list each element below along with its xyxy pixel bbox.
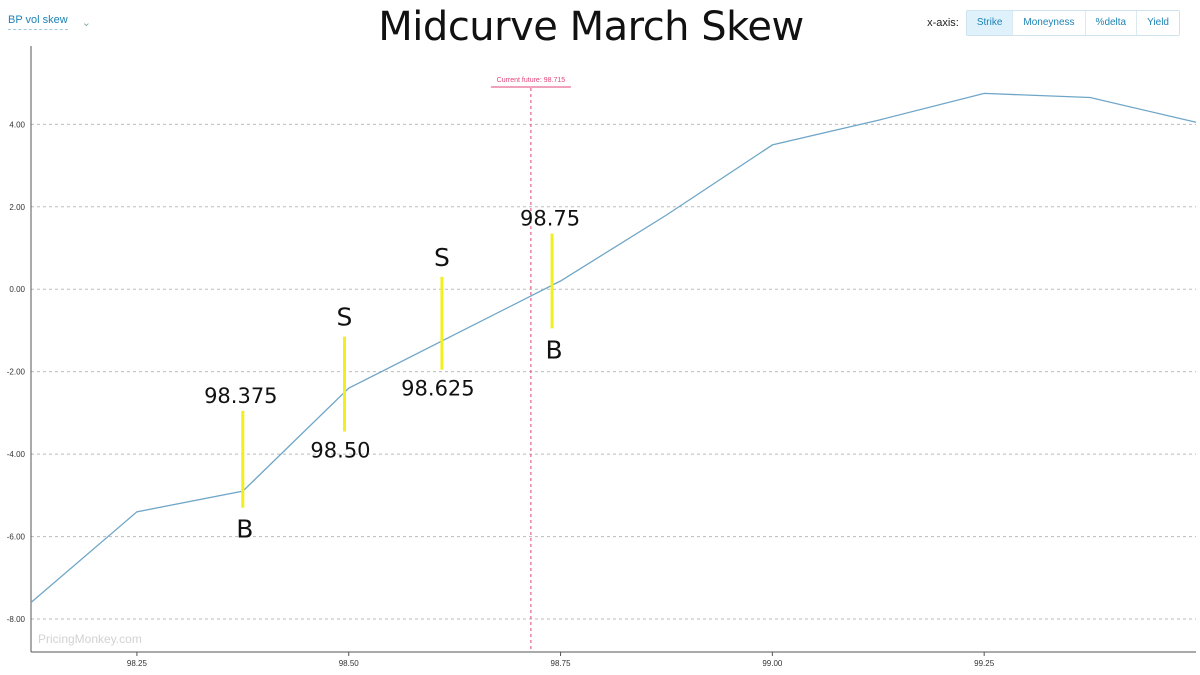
chart-title: Midcurve March Skew <box>378 4 804 50</box>
strike-value-label: 98.625 <box>401 377 474 401</box>
x-axis-delta-button[interactable]: %delta <box>1085 11 1138 35</box>
x-tick-label: 98.75 <box>551 659 572 668</box>
x-axis-moneyness-button[interactable]: Moneyness <box>1013 11 1086 35</box>
x-axis-yield-button[interactable]: Yield <box>1137 11 1179 35</box>
y-tick-label: -6.00 <box>7 533 26 542</box>
strike-value-label: 98.75 <box>520 207 580 231</box>
strike-value-label: 98.375 <box>204 384 277 408</box>
side-label: B <box>236 515 253 544</box>
x-tick-label: 99.00 <box>762 659 783 668</box>
side-label: S <box>337 303 353 332</box>
y-tick-label: -8.00 <box>7 615 26 624</box>
side-label: S <box>434 243 450 272</box>
x-axis-button-group: Strike Moneyness %delta Yield <box>965 10 1180 36</box>
x-tick-label: 98.25 <box>127 659 148 668</box>
watermark: PricingMonkey.com <box>38 632 142 646</box>
x-axis-strike-button[interactable]: Strike <box>966 11 1014 35</box>
y-tick-label: -4.00 <box>7 450 26 459</box>
chart-type-label: BP vol skew <box>8 14 68 30</box>
y-tick-label: 4.00 <box>9 120 25 129</box>
y-tick-label: 0.00 <box>9 285 25 294</box>
x-axis-toggle: x-axis: Strike Moneyness %delta Yield <box>927 10 1180 36</box>
chevron-down-icon: ⌄ <box>81 16 91 29</box>
y-tick-label: -2.00 <box>7 368 26 377</box>
current-future-label: Current future: 98.715 <box>497 77 566 84</box>
y-tick-label: 2.00 <box>9 203 25 212</box>
x-tick-label: 98.50 <box>339 659 360 668</box>
x-axis-toggle-label: x-axis: <box>927 17 959 29</box>
side-label: B <box>545 335 562 364</box>
x-tick-label: 99.25 <box>974 659 995 668</box>
chart-type-dropdown[interactable]: BP vol skew ⌄ <box>8 14 91 30</box>
strike-value-label: 98.50 <box>310 438 370 462</box>
skew-series-line <box>30 92 1197 603</box>
